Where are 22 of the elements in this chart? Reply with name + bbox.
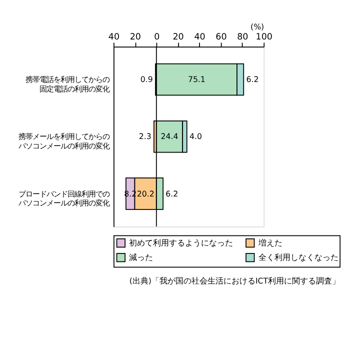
x-tick-label: 100 [256, 32, 272, 42]
x-tick-label: 20 [130, 32, 141, 42]
x-tick-label: 40 [108, 32, 120, 42]
x-tick-label: 40 [194, 32, 206, 42]
x-tick-label: 0 [154, 32, 160, 42]
text: (出典)「我が国の社会生活におけるICT利用に関する調査」 [129, 276, 340, 286]
legend-label: 減った [129, 253, 154, 262]
legend-label: 増えた [257, 238, 282, 248]
data-label: 2.3 [138, 132, 152, 142]
legend-label: 初めて利用するようになった [129, 238, 234, 248]
data-label: 6.2 [166, 189, 178, 198]
x-tick-label: 60 [216, 32, 227, 42]
legend-label: 全く利用しなくなった [258, 253, 338, 262]
data-label: 24.4 [160, 132, 178, 142]
data-label: 0.9 [140, 75, 153, 84]
data-label: 20.2 [136, 189, 154, 198]
x-tick-label: 80 [237, 32, 248, 42]
x-axis-title: (%) [250, 22, 264, 32]
data-label: 75.1 [188, 75, 206, 84]
data-label: 4.0 [189, 132, 202, 142]
data-label: 6.2 [246, 75, 259, 84]
x-tick-label: 20 [172, 32, 184, 42]
